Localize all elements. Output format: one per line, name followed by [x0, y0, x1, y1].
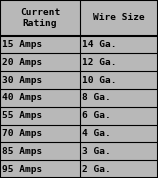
Text: 30 Amps: 30 Amps — [2, 76, 43, 85]
Text: 85 Amps: 85 Amps — [2, 147, 43, 156]
Text: Wire Size: Wire Size — [93, 13, 145, 22]
Text: 12 Ga.: 12 Ga. — [82, 58, 117, 67]
Text: 10 Ga.: 10 Ga. — [82, 76, 117, 85]
Text: Current
Rating: Current Rating — [20, 8, 60, 28]
Text: 70 Amps: 70 Amps — [2, 129, 43, 138]
Text: 8 Ga.: 8 Ga. — [82, 93, 111, 102]
Text: 6 Ga.: 6 Ga. — [82, 111, 111, 120]
Text: 14 Ga.: 14 Ga. — [82, 40, 117, 49]
Text: 40 Amps: 40 Amps — [2, 93, 43, 102]
Text: 20 Amps: 20 Amps — [2, 58, 43, 67]
Text: 4 Ga.: 4 Ga. — [82, 129, 111, 138]
Text: 2 Ga.: 2 Ga. — [82, 165, 111, 174]
Text: 15 Amps: 15 Amps — [2, 40, 43, 49]
Text: 3 Ga.: 3 Ga. — [82, 147, 111, 156]
Text: 55 Amps: 55 Amps — [2, 111, 43, 120]
Text: 95 Amps: 95 Amps — [2, 165, 43, 174]
